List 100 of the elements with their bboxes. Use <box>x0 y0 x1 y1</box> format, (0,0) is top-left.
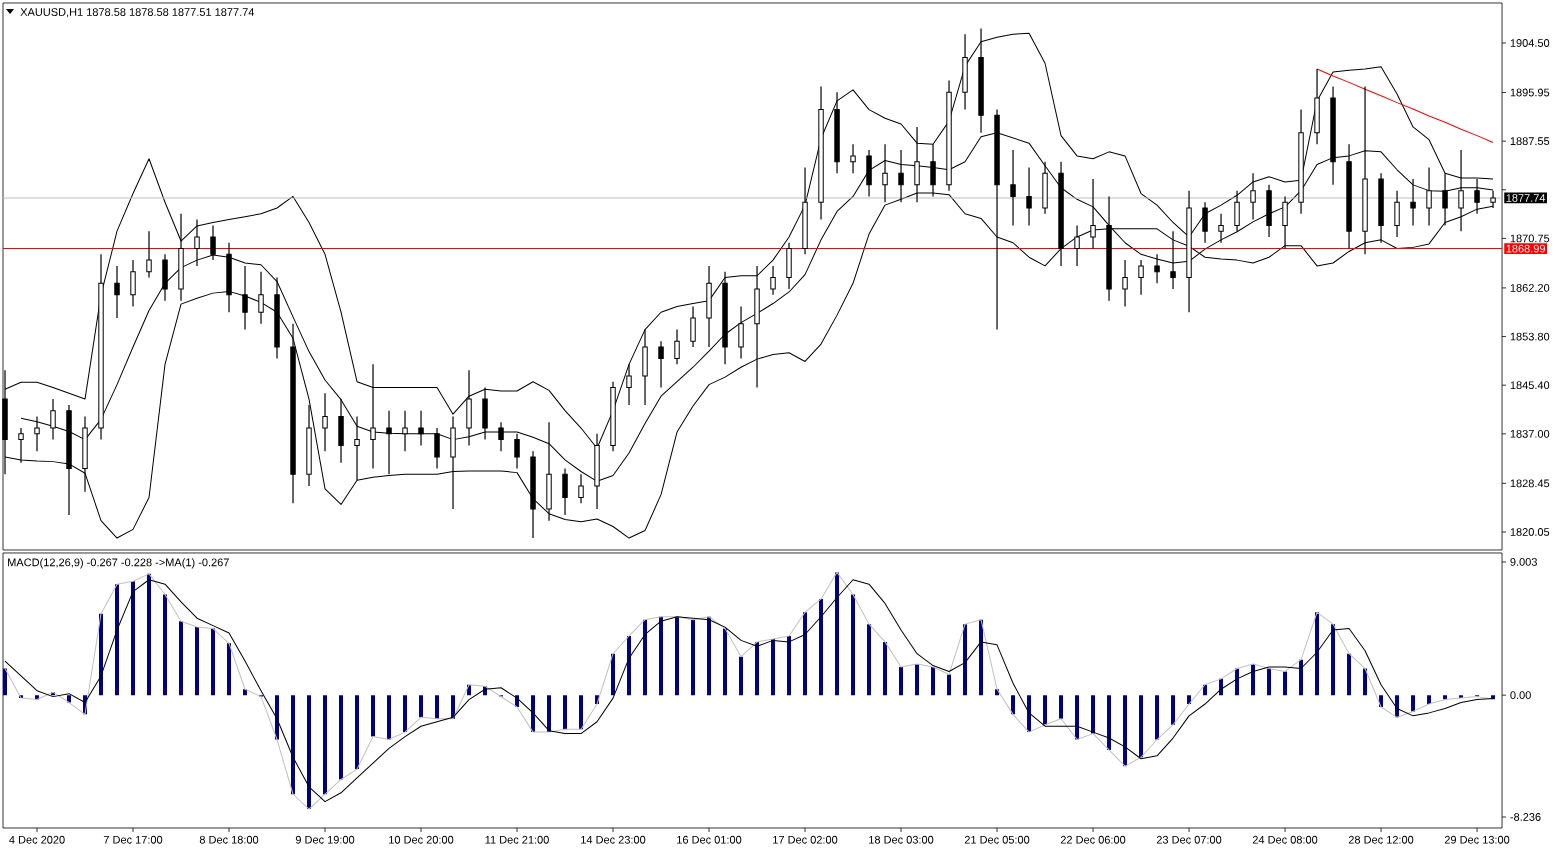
bar <box>131 581 136 696</box>
candlestick <box>1250 172 1256 221</box>
x-tick-label: 22 Dec 06:00 <box>1060 835 1126 844</box>
bar <box>1027 695 1032 733</box>
x-tick-label: 28 Dec 12:00 <box>1348 835 1414 844</box>
bar <box>355 695 360 770</box>
bar <box>307 695 312 810</box>
candlestick <box>242 265 248 331</box>
bar <box>691 619 696 696</box>
bar <box>1251 664 1256 696</box>
bar <box>1299 659 1304 696</box>
bar <box>723 628 728 696</box>
bar <box>1155 695 1160 740</box>
candlestick <box>18 427 24 464</box>
candlestick <box>658 340 664 389</box>
y-tick-label: 1828.45 <box>1510 479 1550 488</box>
bar <box>1363 668 1368 696</box>
bar <box>1267 668 1272 696</box>
bar <box>931 667 936 696</box>
bar <box>803 612 808 696</box>
candlestick <box>418 410 424 447</box>
bar <box>1139 695 1144 758</box>
candlestick <box>1026 166 1032 226</box>
bar <box>1203 684 1208 696</box>
bar <box>659 616 664 696</box>
bar <box>883 641 888 696</box>
candlestick <box>1426 166 1432 226</box>
candlestick <box>1138 259 1144 296</box>
candlestick <box>50 398 56 441</box>
candlestick <box>770 265 776 296</box>
candlestick <box>514 433 520 470</box>
candlestick <box>210 224 216 261</box>
bar <box>115 584 120 696</box>
x-tick-label: 17 Dec 02:00 <box>773 835 838 844</box>
bar <box>163 594 168 696</box>
x-tick-label: 4 Dec 2020 <box>9 835 65 844</box>
chart-title: XAUUSD,H1 1878.58 1878.58 1877.51 1877.74 <box>20 8 255 18</box>
bar <box>867 624 872 696</box>
bar <box>755 641 760 696</box>
candlestick <box>738 305 744 360</box>
bar <box>643 619 648 696</box>
bar <box>1091 695 1096 734</box>
bar <box>1283 671 1288 696</box>
bar <box>371 695 376 737</box>
x-tick-label: 23 Dec 07:00 <box>1156 835 1222 844</box>
bar <box>1347 653 1352 696</box>
candlestick <box>386 410 392 475</box>
candlestick <box>194 218 200 267</box>
bar <box>147 573 152 696</box>
candlestick <box>322 392 328 452</box>
bar <box>291 695 296 795</box>
candlestick <box>130 259 136 308</box>
bar <box>1331 624 1336 696</box>
ref-line-label: 1877.74 <box>1506 194 1546 202</box>
candlestick <box>434 427 440 470</box>
candlestick <box>626 363 632 406</box>
ref-line-label: 1868.99 <box>1506 244 1545 253</box>
y-tick-label: 9.003 <box>1510 558 1537 566</box>
candlestick <box>34 415 40 452</box>
bar <box>1059 695 1064 719</box>
x-tick-label: 9 Dec 19:00 <box>295 835 355 844</box>
candlestick <box>674 329 680 365</box>
bar <box>851 594 856 696</box>
bar <box>1043 695 1048 725</box>
bar <box>227 643 232 696</box>
candlestick <box>1170 230 1176 290</box>
bar <box>611 653 616 696</box>
x-tick-label: 21 Dec 05:00 <box>964 835 1030 844</box>
candlestick <box>1202 201 1208 244</box>
bar <box>179 621 184 696</box>
y-tick-label: 0.00 <box>1510 691 1531 700</box>
candlestick <box>498 421 504 452</box>
y-tick-label: 1904.50 <box>1510 39 1550 47</box>
x-tick-label: 8 Dec 18:00 <box>199 835 259 844</box>
bar <box>419 695 424 718</box>
bar <box>531 695 536 733</box>
candlestick <box>114 265 120 319</box>
y-tick-label: -8.236 <box>1510 813 1541 821</box>
candlestick <box>1394 190 1400 238</box>
bar <box>947 674 952 696</box>
bar <box>1427 695 1432 705</box>
y-tick-label: 1870.75 <box>1510 234 1550 243</box>
bar <box>1011 695 1016 715</box>
x-tick-label: 10 Dec 20:00 <box>389 835 454 844</box>
candlestick <box>258 271 264 325</box>
bar <box>211 628 216 696</box>
bar <box>323 695 328 795</box>
candlestick <box>562 467 568 516</box>
x-tick-label: 7 Dec 17:00 <box>103 835 163 844</box>
x-tick-label: 16 Dec 01:00 <box>677 835 742 844</box>
y-tick-label: 1887.55 <box>1510 137 1550 146</box>
candlestick <box>1154 253 1160 284</box>
bar <box>627 635 632 696</box>
x-tick-label: 18 Dec 03:00 <box>869 835 934 844</box>
bar <box>835 572 840 696</box>
candlestick <box>1074 224 1080 267</box>
bar <box>739 656 744 696</box>
candlestick <box>1234 190 1240 232</box>
bar <box>771 638 776 696</box>
bar <box>915 664 920 696</box>
